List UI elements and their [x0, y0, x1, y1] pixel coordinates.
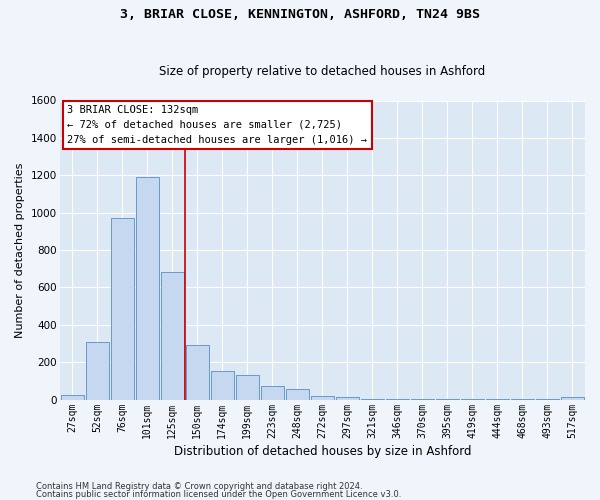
Bar: [236, 375, 259, 400]
Bar: [561, 396, 584, 400]
Bar: [261, 386, 284, 400]
Bar: [211, 372, 234, 400]
Y-axis label: Number of detached properties: Number of detached properties: [15, 162, 25, 338]
Text: 3, BRIAR CLOSE, KENNINGTON, ASHFORD, TN24 9BS: 3, BRIAR CLOSE, KENNINGTON, ASHFORD, TN2…: [120, 8, 480, 20]
Bar: [110, 218, 134, 400]
Bar: [61, 395, 83, 400]
Text: 3 BRIAR CLOSE: 132sqm
← 72% of detached houses are smaller (2,725)
27% of semi-d: 3 BRIAR CLOSE: 132sqm ← 72% of detached …: [67, 105, 367, 144]
Bar: [436, 398, 459, 400]
Bar: [461, 398, 484, 400]
Bar: [486, 398, 509, 400]
Bar: [286, 389, 309, 400]
Bar: [411, 398, 434, 400]
Bar: [136, 177, 158, 400]
Bar: [311, 396, 334, 400]
Text: Contains HM Land Registry data © Crown copyright and database right 2024.: Contains HM Land Registry data © Crown c…: [36, 482, 362, 491]
Bar: [511, 398, 534, 400]
Bar: [185, 346, 209, 400]
Bar: [86, 342, 109, 400]
Bar: [161, 272, 184, 400]
Bar: [386, 398, 409, 400]
Bar: [336, 396, 359, 400]
Title: Size of property relative to detached houses in Ashford: Size of property relative to detached ho…: [159, 66, 485, 78]
Bar: [361, 398, 384, 400]
X-axis label: Distribution of detached houses by size in Ashford: Distribution of detached houses by size …: [173, 444, 471, 458]
Text: Contains public sector information licensed under the Open Government Licence v3: Contains public sector information licen…: [36, 490, 401, 499]
Bar: [536, 398, 559, 400]
